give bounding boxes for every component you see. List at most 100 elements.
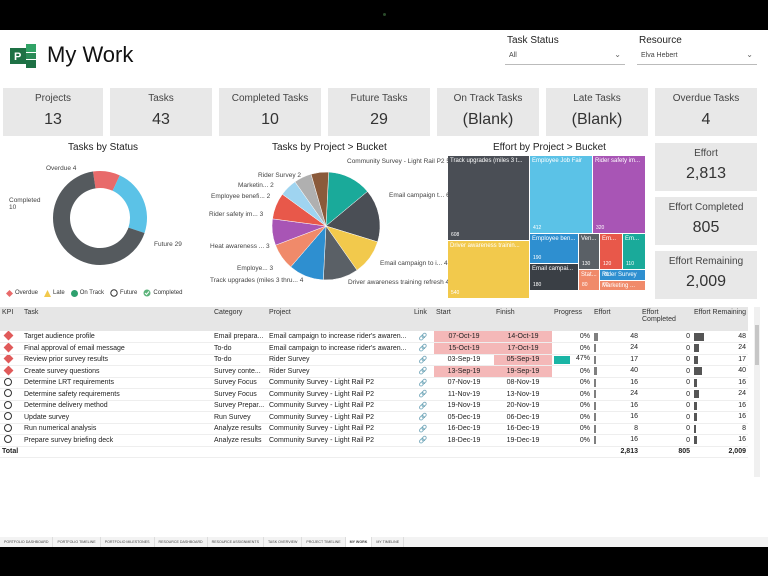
pie-slice[interactable] [325, 191, 381, 243]
task-cell: Review prior survey results [22, 354, 212, 366]
donut-slice-overdue[interactable] [92, 171, 120, 191]
table-row[interactable]: Final approval of email message To-do Emai… [0, 342, 748, 355]
treemap-tile[interactable]: Rider Survey 70 [600, 270, 645, 280]
column-header[interactable]: Task [22, 307, 212, 331]
kpi-card-completed-tasks[interactable]: Completed Tasks 10 [219, 88, 321, 136]
link-icon[interactable]: 🔗 [412, 377, 434, 389]
legend-label: Future [120, 290, 138, 296]
effort-treemap[interactable]: Track upgrades (miles 3 t... 608 Driver aw… [448, 156, 646, 299]
page-tab[interactable]: MY WORK [345, 537, 373, 547]
table-row[interactable]: Update survey Run Survey Community Survey … [0, 411, 748, 424]
resource-dropdown[interactable]: Elva Hebert ⌄ [637, 49, 757, 65]
project-pie-title: Tasks by Project > Bucket [272, 142, 387, 153]
column-header[interactable]: Effort Completed [640, 307, 692, 331]
legend-item-late[interactable]: Late [44, 289, 65, 297]
effort-remaining-card[interactable]: Effort Remaining 2,009 [655, 251, 757, 299]
remaining-bar [694, 401, 697, 410]
treemap-tile[interactable]: Ven... 130 [579, 234, 599, 270]
kpi-card-future-tasks[interactable]: Future Tasks 29 [328, 88, 430, 136]
table-row[interactable]: Target audience profile Email prepara... E… [0, 331, 748, 343]
finish-cell: 17-Oct-19 [494, 342, 552, 355]
page-tab[interactable]: PORTFOLIO MILESTONES [101, 537, 155, 547]
treemap-label: Marketing ... [602, 282, 636, 289]
effort-completed-card[interactable]: Effort Completed 805 [655, 197, 757, 245]
kpi-card-on-track-tasks[interactable]: On Track Tasks (Blank) [437, 88, 539, 136]
kpi-card-tasks[interactable]: Tasks 43 [110, 88, 212, 136]
effort-card[interactable]: Effort 2,813 [655, 143, 757, 191]
kpi-card-late-tasks[interactable]: Late Tasks (Blank) [546, 88, 648, 136]
table-row[interactable]: Create survey questions Survey conte... Ri… [0, 365, 748, 378]
task-cell: Prepare survey briefing deck [22, 434, 212, 447]
column-header[interactable]: KPI [0, 307, 22, 331]
project-cell: Email campaign to increase rider's aware… [267, 331, 412, 343]
link-icon[interactable]: 🔗 [412, 388, 434, 401]
table-row[interactable]: Review prior survey results To-do Rider Su… [0, 354, 748, 366]
treemap-tile[interactable]: Email campai... 180 [530, 263, 578, 290]
remaining-cell: 16 [692, 377, 748, 389]
completed-cell: 0 [640, 400, 692, 412]
treemap-tile[interactable]: Rider safety im... 320 [593, 156, 645, 234]
table-scrollbar[interactable] [754, 307, 760, 477]
column-header[interactable]: Effort [592, 307, 640, 331]
overdue-diamond-icon [3, 354, 14, 364]
column-header[interactable]: Progress [552, 307, 592, 331]
treemap-tile[interactable]: Employee Job Fair 412 [530, 156, 592, 234]
treemap-tile[interactable]: Marketing ... 60 [600, 280, 645, 290]
pie-label: Heat awareness ... 3 [210, 243, 270, 250]
legend-item-future[interactable]: Future [110, 289, 137, 297]
link-icon[interactable]: 🔗 [412, 400, 434, 412]
table-row[interactable]: Prepare survey briefing deck Analyze resu… [0, 434, 748, 447]
column-header[interactable]: Effort Remaining [692, 307, 748, 331]
scrollbar-thumb[interactable] [755, 325, 759, 365]
treemap-tile[interactable]: Em... 120 [600, 234, 622, 270]
link-icon[interactable]: 🔗 [412, 423, 434, 435]
task-cell: Determine safety requirements [22, 388, 212, 401]
link-icon[interactable]: 🔗 [412, 434, 434, 447]
treemap-tile[interactable]: Track upgrades (miles 3 t... 608 [448, 156, 529, 240]
legend-item-on-track[interactable]: On Track [70, 289, 104, 297]
page-tab[interactable]: PROJECT TIMELINE [302, 537, 346, 547]
treemap-tile[interactable]: Driver awareness trainin... 540 [448, 240, 529, 298]
page-tab[interactable]: TASK OVERVIEW [264, 537, 303, 547]
link-icon[interactable]: 🔗 [412, 365, 434, 378]
treemap-tile[interactable]: Employee ben... 190 [530, 234, 578, 263]
table-row[interactable]: Determine LRT requirements Survey Focus Co… [0, 377, 748, 389]
treemap-tile[interactable]: Em... 110 [623, 234, 645, 270]
table-row[interactable]: Run numerical analysis Analyze results Com… [0, 423, 748, 435]
page-tab[interactable]: PORTFOLIO DASHBOARD [0, 537, 54, 547]
column-header[interactable]: Finish [494, 307, 552, 331]
page-tab[interactable]: RESOURCE DASHBOARD [155, 537, 208, 547]
donut-slice-future[interactable] [52, 171, 145, 265]
link-icon[interactable]: 🔗 [412, 411, 434, 424]
task-status-dropdown[interactable]: All ⌄ [505, 49, 625, 65]
legend-item-overdue[interactable]: Overdue [6, 289, 38, 297]
column-header[interactable]: Start [434, 307, 494, 331]
donut-slice-completed[interactable] [112, 175, 147, 234]
kpi-card-overdue-tasks[interactable]: Overdue Tasks 4 [655, 88, 757, 136]
pie-slice[interactable] [310, 171, 329, 227]
page-tab[interactable]: RESOURCE ASSIGNMENTS [208, 537, 264, 547]
effort-cell: 16 [592, 434, 640, 447]
completed-cell: 0 [640, 354, 692, 366]
remaining-cell: 16 [692, 400, 748, 412]
project-pie-chart[interactable] [270, 170, 382, 282]
column-header[interactable]: Link [412, 307, 434, 331]
treemap-tile[interactable]: Stat... 80 [579, 270, 599, 290]
finish-cell: 16-Dec-19 [494, 423, 552, 435]
status-donut-chart[interactable] [50, 168, 150, 268]
link-icon[interactable]: 🔗 [412, 331, 434, 343]
legend-item-completed[interactable]: Completed [143, 289, 182, 297]
page-tab[interactable]: MY TIMELINE [372, 537, 405, 547]
page-tab[interactable]: PORTFOLIO TIMELINE [53, 537, 101, 547]
table-row[interactable]: Determine delivery method Survey Prepar..… [0, 400, 748, 412]
table-row[interactable]: Determine safety requirements Survey Focu… [0, 388, 748, 401]
column-header[interactable]: Project [267, 307, 412, 331]
link-icon[interactable]: 🔗 [412, 354, 434, 366]
link-icon[interactable]: 🔗 [412, 342, 434, 355]
effort-bar [594, 344, 596, 353]
column-header[interactable]: Category [212, 307, 267, 331]
task-status-label: Task Status [507, 35, 559, 46]
kpi-card-projects[interactable]: Projects 13 [3, 88, 103, 136]
progress-value: 0% [579, 367, 590, 375]
start-cell: 11-Nov-19 [434, 388, 494, 401]
